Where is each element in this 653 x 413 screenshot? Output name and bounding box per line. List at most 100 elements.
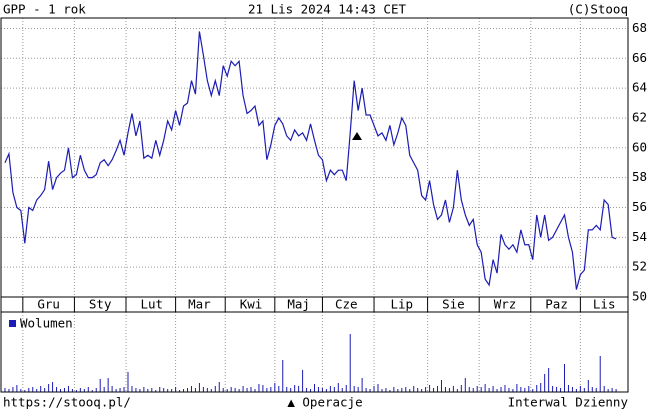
x-tick-label: Gru — [37, 297, 60, 312]
volume-bar — [452, 386, 454, 392]
volume-bar — [417, 388, 419, 392]
volume-bar — [385, 388, 387, 392]
volume-bar — [456, 389, 458, 392]
volume-bar — [361, 378, 363, 392]
y-tick-label: 64 — [632, 80, 647, 95]
volume-bar — [532, 389, 534, 392]
volume-bar — [437, 386, 439, 392]
volume-bar — [4, 388, 6, 392]
volume-bar — [413, 386, 415, 392]
volume-bar — [500, 387, 502, 392]
volume-bar — [552, 386, 554, 392]
volume-bar — [603, 386, 605, 392]
volume-bar — [341, 388, 343, 392]
volume-bar — [190, 386, 192, 392]
volume-bar — [369, 389, 371, 392]
volume-bar — [151, 388, 153, 392]
chart-subtitle: 21 Lis 2024 14:43 CET — [248, 2, 407, 17]
volume-bar — [12, 387, 14, 392]
volume-bar — [556, 387, 558, 392]
volume-bar — [353, 386, 355, 392]
volume-bar — [310, 389, 312, 392]
volume-bar — [314, 384, 315, 392]
volume-bar — [476, 386, 478, 392]
volume-bar — [337, 383, 339, 392]
volume-bar — [444, 387, 446, 392]
price-line — [4, 31, 617, 290]
y-tick-label: 60 — [632, 139, 647, 154]
volume-bar — [484, 384, 486, 392]
volume-bar — [425, 387, 427, 392]
volume-bar — [333, 387, 335, 392]
volume-bar — [389, 390, 391, 392]
volume-bar — [238, 389, 240, 392]
volume-bar — [28, 388, 30, 392]
volume-bar — [282, 360, 284, 392]
volume-bar — [131, 386, 133, 392]
volume-bar — [615, 389, 617, 392]
x-tick-label: Paz — [545, 297, 568, 312]
volume-bar — [250, 387, 252, 392]
marks — [4, 31, 617, 392]
volume-bar — [298, 386, 300, 392]
volume-bar — [579, 386, 581, 392]
y-tick-label: 54 — [632, 229, 647, 244]
volume-bar — [294, 385, 296, 392]
volume-bar — [179, 390, 181, 392]
volume-bar — [564, 364, 566, 392]
volume-bar — [119, 388, 121, 392]
volume-bar — [397, 389, 399, 392]
chart-title: GPP - 1 rok — [3, 2, 86, 17]
volume-bar — [607, 389, 609, 392]
operation-marker — [352, 132, 362, 140]
volume-bar — [302, 370, 304, 392]
volume-bar — [95, 388, 97, 392]
volume-bar — [230, 387, 232, 392]
volume-bar — [36, 389, 38, 392]
volume-bar — [306, 388, 308, 392]
footer-url[interactable]: https://stooq.pl/ — [3, 395, 131, 410]
volume-bar — [111, 386, 113, 392]
volume-bar — [99, 379, 101, 392]
volume-bar — [24, 390, 26, 392]
volume-bar — [159, 387, 161, 392]
volume-bar — [40, 386, 42, 392]
volume-bar — [524, 388, 526, 392]
volume-bar — [540, 383, 542, 392]
volume-bar — [329, 386, 331, 392]
volume-bar — [222, 388, 224, 392]
volume-bar — [460, 385, 462, 392]
volume-bar — [194, 388, 196, 392]
volume-bar — [123, 387, 125, 392]
volume-bar — [317, 387, 319, 392]
y-tick-label: 68 — [632, 20, 647, 35]
x-tick-label: Lis — [593, 297, 616, 312]
volume-bar — [32, 387, 34, 392]
volume-bar — [135, 388, 137, 392]
volume-bar — [429, 385, 431, 392]
legend-label: Wolumen — [20, 316, 73, 331]
volume-bar — [242, 386, 244, 392]
volume-bar — [480, 387, 482, 392]
volume-bar — [56, 387, 58, 392]
volume-bar — [492, 386, 494, 392]
legend-swatch — [9, 320, 16, 327]
volume-bar — [373, 386, 375, 392]
volume-bar — [405, 387, 407, 392]
volume-bar — [167, 389, 169, 392]
volume-bar — [139, 389, 141, 392]
volume-bar — [421, 389, 423, 392]
y-tick-label: 50 — [632, 289, 647, 304]
volume-bar — [214, 386, 216, 392]
volume-bar — [448, 388, 450, 392]
footer-legend: ▲ Operacje — [287, 395, 362, 410]
volume-bar — [63, 388, 65, 392]
x-tick-label: Sie — [442, 297, 465, 312]
volume-bar — [508, 388, 510, 392]
volume-bar — [357, 387, 359, 392]
x-tick-label: Lip — [391, 297, 414, 312]
volume-bar — [381, 389, 383, 392]
volume-bar — [218, 382, 220, 392]
